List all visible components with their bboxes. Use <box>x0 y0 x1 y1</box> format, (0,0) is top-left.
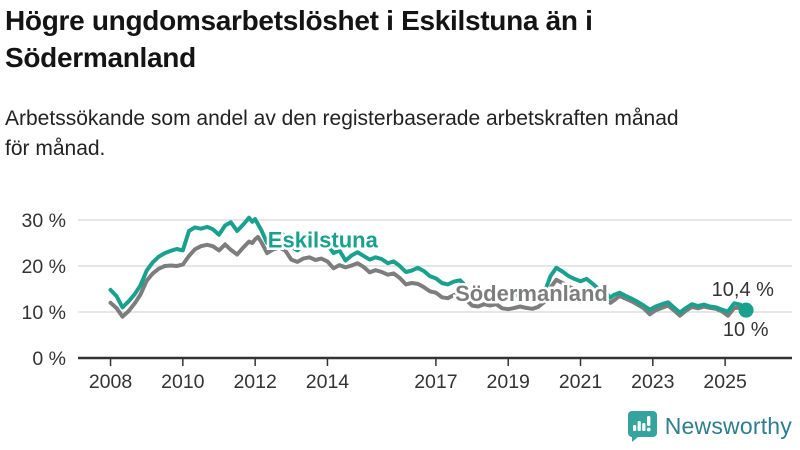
chart-subtitle-line2: för månad. <box>5 137 106 160</box>
line-chart: 0 % 10 % 20 % 30 % 2008 2010 2012 2014 2017 2019 2… <box>0 185 800 415</box>
chart-title-line2: Södermanland <box>5 42 196 73</box>
newsworthy-logo-text: Newsworthy <box>664 412 792 439</box>
series-line-södermanland <box>108 235 749 319</box>
x-tick-label-2012: 2012 <box>233 371 276 393</box>
series-end-dot-eskilstuna <box>738 302 754 318</box>
x-tick-label-2025: 2025 <box>703 371 747 393</box>
x-tick-label-2019: 2019 <box>487 371 530 393</box>
y-tick-label-20: 20 % <box>22 256 66 278</box>
y-tick-label-10: 10 % <box>22 302 66 324</box>
x-tick-label-2014: 2014 <box>306 371 350 393</box>
x-tick-label-2008: 2008 <box>89 371 132 393</box>
series-line-eskilstuna <box>108 215 749 315</box>
chart-annotation-0: Eskilstuna <box>268 228 379 253</box>
chart-title: Högre ungdomsarbetslöshet i Eskilstuna ä… <box>5 2 785 76</box>
chart-subtitle-line1: Arbetssökande som andel av den registerb… <box>5 107 679 130</box>
chart-annotation-2: 10,4 % <box>712 279 774 301</box>
y-tick-label-30: 30 % <box>22 210 66 232</box>
chart-subtitle: Arbetssökande som andel av den registerb… <box>5 104 795 164</box>
y-tick-label-0: 0 % <box>32 348 66 370</box>
chart-svg: 0 % 10 % 20 % 30 % 2008 2010 2012 2014 2017 2019 2… <box>22 210 792 393</box>
chart-title-line1: Högre ungdomsarbetslöshet i Eskilstuna ä… <box>5 5 593 36</box>
x-tick-label-2010: 2010 <box>161 371 205 393</box>
newsworthy-logo-icon <box>627 411 657 442</box>
chart-annotation-3: 10 % <box>723 319 769 341</box>
x-tick-label-2017: 2017 <box>414 371 457 393</box>
chart-annotation-1: Södermanland <box>455 281 608 306</box>
x-tick-label-2023: 2023 <box>631 371 674 393</box>
newsworthy-logo: Newsworthy <box>627 409 792 443</box>
x-tick-label-2021: 2021 <box>559 371 602 393</box>
